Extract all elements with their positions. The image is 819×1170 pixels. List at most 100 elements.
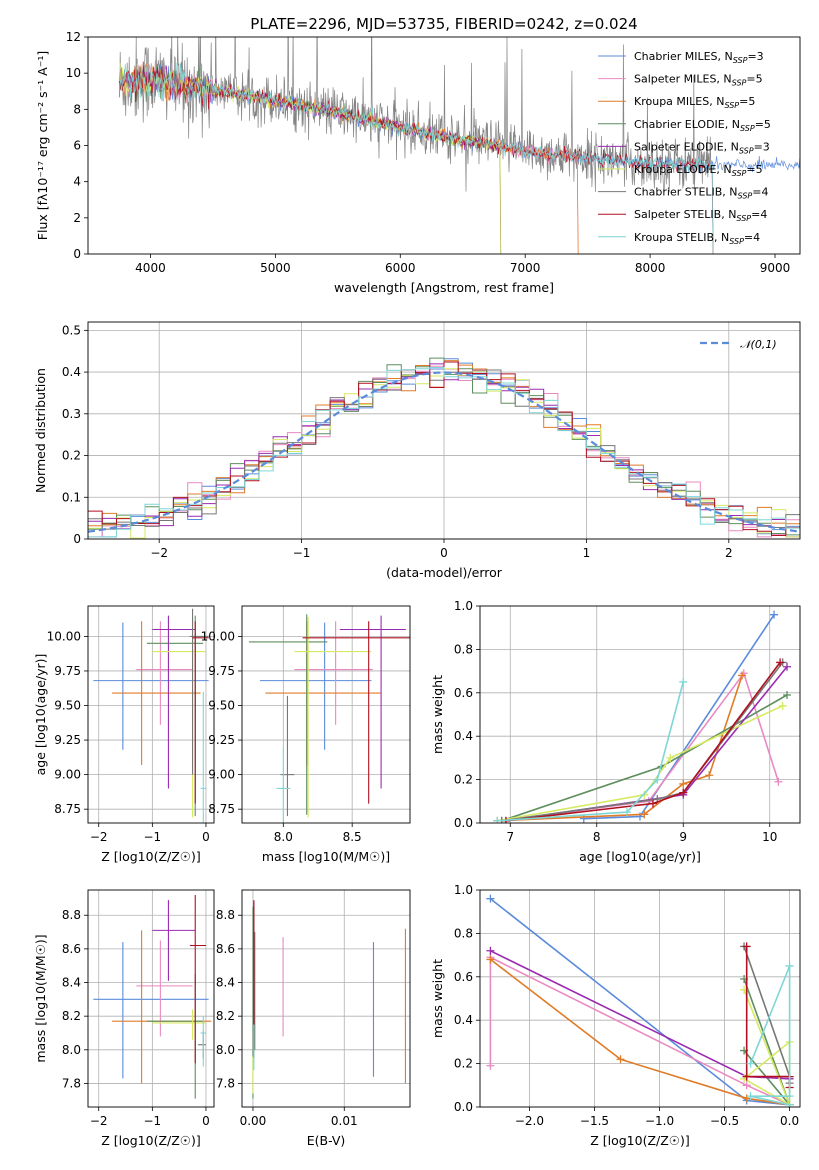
x-tick-label: 0.01: [331, 1114, 358, 1128]
x-axis-label: age [log10(age/yr)]: [579, 849, 701, 864]
y-tick-label: 0.2: [454, 773, 473, 787]
y-tick-label: 8.6: [62, 942, 81, 956]
series-point-kroupa_stelib: [653, 775, 662, 784]
series-point-kroupa_stelib: [679, 677, 688, 686]
y-tick-label: 0.6: [454, 970, 473, 984]
y-tick-label: 10.00: [201, 629, 235, 643]
y-tick-label: 8.75: [208, 802, 235, 816]
series-point-kroupa_stelib: [785, 1092, 794, 1101]
y-tick-label: 9.25: [54, 733, 81, 747]
y-tick-label: 8.4: [216, 976, 235, 990]
y-tick-label: 0.0: [454, 1100, 473, 1114]
errorbar-salpeter_elodie: [339, 615, 406, 789]
y-tick-label: 0.0: [454, 816, 473, 830]
panel-age_vs_mass: 8.0 8.5 8.75 9.00 9.25 9.50 9.75 10.00 mass [log…: [201, 605, 411, 864]
x-tick-label: −1.5: [580, 1114, 609, 1128]
y-tick-label: 12: [66, 30, 81, 44]
y-tick-label: 8.4: [62, 976, 81, 990]
legend-entry-kroupa_stelib: Kroupa STELIB, NSSP=4: [634, 231, 760, 246]
y-tick-label: 8.0: [216, 1043, 235, 1057]
y-tick-label: 0.3: [62, 407, 81, 421]
gaussian-curve: [88, 371, 800, 533]
errorbar-salpeter_stelib: [302, 621, 410, 804]
y-tick-label: 8.8: [62, 908, 81, 922]
x-tick-label: 8.5: [343, 830, 362, 844]
x-axis-label: mass [log10(M/M☉)]: [262, 849, 390, 864]
y-tick-label: 8.0: [62, 1043, 81, 1057]
y-tick-label: 7.8: [62, 1076, 81, 1090]
series-point-kroupa_miles: [486, 955, 495, 964]
y-tick-label: 0.4: [454, 1013, 473, 1027]
series-kroupa_stelib: [493, 677, 688, 823]
y-tick-label: 0.2: [62, 449, 81, 463]
y-tick-label: 0.1: [62, 490, 81, 504]
series-point-salpeter_elodie: [783, 662, 792, 671]
y-tick-label: 0.6: [454, 686, 473, 700]
spectrum-line-salpeter_elodie: [118, 65, 502, 254]
series-chabrier_miles: [579, 610, 779, 823]
x-tick-label: 1: [583, 546, 591, 560]
series-point-salpeter_stelib: [742, 942, 751, 951]
axes-frame: [479, 889, 801, 1108]
y-tick-label: 6: [73, 139, 81, 153]
legend-entry-chabrier_elodie: Chabrier ELODIE, NSSP=5: [634, 118, 771, 133]
y-tick-label: 4: [73, 175, 81, 189]
y-tick-label: 10.00: [47, 629, 81, 643]
errorbar-chabrier_miles: [259, 622, 372, 750]
y-tick-label: 9.00: [54, 768, 81, 782]
panel-age_vs_Z: −2 −1 0 8.75 9.00 9.25 9.50 9.75 10.00 Z [log10(Z…: [33, 605, 215, 864]
errorbar-salpeter_miles: [294, 621, 373, 725]
y-tick-label: 9.75: [54, 664, 81, 678]
series-point-kroupa_miles: [640, 810, 649, 819]
x-tick-label: 2: [725, 546, 733, 560]
errorbar-kroupa_miles: [112, 621, 201, 765]
x-tick-label: −2.0: [515, 1114, 544, 1128]
x-axis-label: E(B-V): [307, 1133, 346, 1148]
x-tick-label: −2: [90, 1114, 108, 1128]
panel-mass_vs_Z: −2 −1 0 7.8 8.0 8.2 8.4 8.6 8.8 Z [log10(Z/Z☉)] ma…: [33, 889, 215, 1148]
plot-area-mass_vs_EBV: [252, 900, 406, 1099]
x-tick-label: 8000: [635, 261, 666, 275]
errorbar-kroupa_stelib: [200, 691, 206, 823]
y-tick-label: 8.75: [54, 802, 81, 816]
y-tick-label: 0.8: [454, 926, 473, 940]
plot-area-age_vs_mass: [248, 614, 410, 823]
x-tick-label: −1: [143, 1114, 161, 1128]
series-kroupa_miles: [486, 955, 794, 1107]
plot-area-mass_vs_Z: [93, 895, 212, 1099]
errorbar-salpeter_elodie: [152, 615, 196, 789]
y-tick-label: 0.5: [62, 323, 81, 337]
spectrum-line-kroupa_stelib: [118, 62, 714, 254]
series-point-chabrier_elodie: [783, 690, 792, 699]
series-point-salpeter_stelib: [648, 799, 657, 808]
y-tick-label: 8.2: [216, 1009, 235, 1023]
errorbar-chabrier_stelib: [189, 608, 209, 775]
x-tick-label: 6000: [385, 261, 416, 275]
y-axis-label: mass weight: [430, 959, 445, 1038]
x-tick-label: 0: [440, 546, 448, 560]
y-axis-label: mass weight: [430, 675, 445, 754]
x-tick-label: 7000: [510, 261, 541, 275]
x-tick-label: −1: [293, 546, 311, 560]
y-tick-label: 10: [66, 66, 81, 80]
x-axis-label: Z [log10(Z/Z☉)]: [590, 1133, 690, 1148]
y-tick-label: 8.6: [216, 942, 235, 956]
y-tick-label: 8.2: [62, 1009, 81, 1023]
panel-mass_vs_EBV: 0.00 0.01 7.8 8.0 8.2 8.4 8.6 8.8 E(B-V): [216, 889, 411, 1148]
series-chabrier_stelib: [740, 942, 794, 1088]
errorbar-salpeter_stelib: [192, 621, 209, 804]
series-line-kroupa_stelib: [749, 965, 791, 1106]
y-tick-label: 0.4: [62, 365, 81, 379]
series-point-kroupa_stelib: [785, 1100, 794, 1107]
y-tick-label: 9.50: [208, 699, 235, 713]
y-tick-label: 0: [73, 532, 81, 546]
axes-frame: [479, 605, 801, 824]
plot-area-massweight_vs_age: [493, 610, 792, 823]
x-tick-label: −1: [143, 830, 161, 844]
y-tick-label: 1.0: [454, 599, 473, 613]
errorbar-kroupa_stelib: [200, 1016, 206, 1067]
x-tick-label: 9000: [760, 261, 791, 275]
y-axis-label: mass [log10(M/M☉)]: [33, 934, 48, 1062]
series-line-chabrier_stelib: [501, 661, 784, 822]
series-point-salpeter_stelib: [679, 788, 688, 797]
